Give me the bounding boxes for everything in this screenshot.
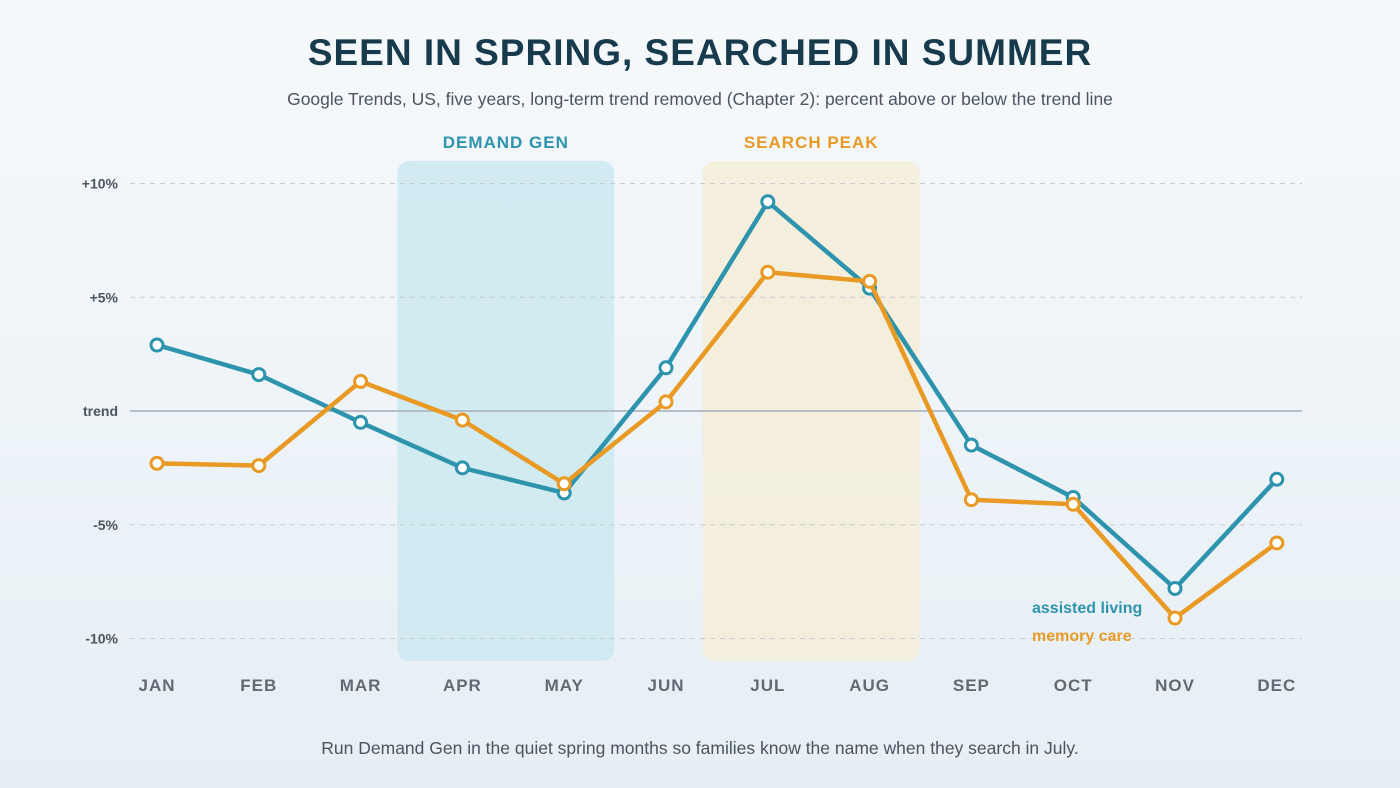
x-tick-label: MAY [545, 676, 584, 695]
y-tick-label: -10% [85, 631, 118, 647]
series-line-assisted-living [154, 199, 1280, 591]
x-tick-label: AUG [849, 676, 890, 695]
chart-title: SEEN IN SPRING, SEARCHED IN SUMMER [307, 32, 1093, 73]
x-tick-label: OCT [1054, 676, 1093, 695]
data-point-memory-care [963, 492, 979, 508]
data-point-assisted-living [251, 367, 267, 383]
chart-subtitle: Google Trends, US, five years, long-term… [287, 89, 1113, 109]
x-tick-label: SEP [953, 676, 990, 695]
data-point-memory-care [556, 476, 572, 492]
legend: assisted living memory care [1032, 600, 1142, 645]
data-point-memory-care [1065, 496, 1081, 512]
x-tick-label: MAR [340, 676, 382, 695]
band-label: DEMAND GEN [443, 133, 569, 152]
data-point-assisted-living [1167, 580, 1183, 596]
y-axis-ticks: +10% +5% trend -5% -10% [82, 176, 119, 647]
x-tick-label: NOV [1155, 676, 1195, 695]
x-tick-label: JUL [750, 676, 785, 695]
y-tick-label: -5% [93, 517, 118, 533]
band-label: SEARCH PEAK [744, 133, 879, 152]
data-point-assisted-living [149, 337, 165, 353]
x-tick-label: DEC [1257, 676, 1296, 695]
y-tick-label: +10% [82, 176, 119, 192]
x-tick-label: FEB [240, 676, 277, 695]
data-point-memory-care [353, 373, 369, 389]
data-point-assisted-living [760, 194, 776, 210]
legend-entry: memory care [1032, 628, 1132, 645]
data-point-assisted-living [658, 360, 674, 376]
x-axis-ticks: JAN FEB MAR APR MAY JUN JUL AUG SEP OCT NOV DEC [138, 676, 1296, 695]
data-point-memory-care [760, 264, 776, 280]
data-point-assisted-living [963, 437, 979, 453]
data-point-memory-care [862, 273, 878, 289]
x-tick-label: APR [443, 676, 482, 695]
chart-footnote: Run Demand Gen in the quiet spring month… [321, 738, 1079, 758]
y-tick-label: +5% [90, 289, 119, 305]
series-line-memory-care [154, 269, 1280, 621]
x-tick-label: JAN [138, 676, 175, 695]
series-lines [149, 194, 1285, 626]
data-point-memory-care [658, 394, 674, 410]
data-point-assisted-living [454, 460, 470, 476]
data-point-memory-care [251, 458, 267, 474]
data-point-memory-care [1167, 610, 1183, 626]
data-point-memory-care [1269, 535, 1285, 551]
legend-entry: assisted living [1032, 600, 1142, 617]
highlight-bands: DEMAND GEN SEARCH PEAK [397, 133, 920, 661]
data-point-assisted-living [353, 414, 369, 430]
data-point-memory-care [454, 412, 470, 428]
data-point-memory-care [149, 455, 165, 471]
data-point-assisted-living [1269, 471, 1285, 487]
x-tick-label: JUN [647, 676, 684, 695]
y-tick-label: trend [83, 403, 118, 419]
